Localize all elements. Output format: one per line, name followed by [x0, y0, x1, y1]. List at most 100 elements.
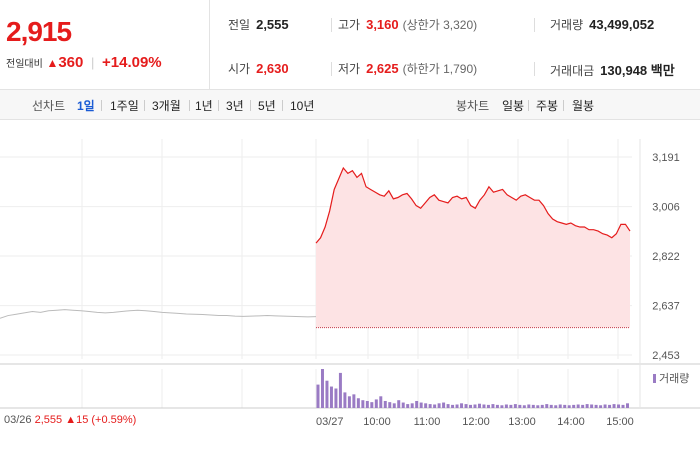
x-tick-label: 15:00: [606, 416, 634, 428]
price-chart: 3,191 3,006 2,822 2,637 2,453 거래량 03/27 10:00…: [0, 139, 700, 428]
volume-bar: [370, 402, 374, 408]
volume-bar: [347, 396, 351, 408]
x-tick-label: 14:00: [557, 416, 585, 428]
stat-volume: 거래량 43,499,052: [550, 17, 655, 32]
volume-bar: [338, 372, 342, 408]
x-tick-label: 13:00: [508, 416, 536, 428]
prev-day-change: ▲15: [65, 414, 89, 426]
x-tick-label: 12:00: [462, 416, 490, 428]
y-tick-label: 3,006: [652, 202, 680, 214]
volume-bar: [527, 404, 531, 408]
volume-bar: [513, 404, 517, 408]
volume-bar: [397, 400, 401, 408]
volume-bar: [608, 404, 612, 408]
stat-low: 저가 2,625 (하한가 1,790): [338, 61, 478, 76]
tab-1y[interactable]: 1년: [195, 99, 213, 113]
volume-bar: [379, 396, 383, 408]
volume-bar: [536, 405, 540, 408]
volume-bar: [531, 404, 535, 408]
price-box: 2,915 전일대비 ▲360 | +14.09%: [0, 0, 210, 90]
chart-tab-bar: 선차트 1일 1주일 3개월 1년 3년 5년 10년 봉차트 일봉 주봉 월봉: [0, 90, 700, 120]
volume-bar: [419, 402, 423, 408]
x-axis: 03/27 10:00 11:00 12:00 13:00 14:00 15:00: [316, 416, 634, 428]
y-tick-label: 3,191: [652, 152, 680, 164]
tab-weekly[interactable]: 주봉: [536, 99, 559, 113]
volume-bar: [401, 402, 405, 408]
volume-bar: [316, 384, 320, 408]
change-row: 전일대비 ▲360 | +14.09%: [6, 54, 162, 71]
volume-bar: [477, 403, 481, 408]
volume-bar: [437, 403, 441, 408]
volume-bar: [621, 404, 625, 408]
volume-bar: [482, 404, 486, 408]
volume-bar: [599, 405, 603, 408]
current-price: 2,915: [6, 16, 72, 47]
volume-legend-swatch: [653, 374, 656, 383]
volume-bar: [352, 394, 356, 408]
volume-bar: [455, 404, 459, 408]
tab-monthly[interactable]: 월봉: [572, 99, 595, 113]
stat-open: 시가 2,630: [228, 61, 289, 76]
volume-bar: [500, 405, 504, 408]
volume-bar: [442, 402, 446, 408]
volume-bar: [433, 404, 437, 408]
tab-1d[interactable]: 1일: [77, 99, 95, 113]
tab-daily[interactable]: 일봉: [502, 99, 525, 113]
volume-panel: 거래량: [316, 369, 689, 408]
tab-3y[interactable]: 3년: [226, 99, 244, 113]
prev-day-close: 2,555: [34, 414, 63, 426]
volume-bar: [343, 392, 347, 408]
change-label: 전일대비: [6, 59, 43, 70]
volume-bar: [540, 404, 544, 408]
prev-day-change-pct: (+0.59%): [91, 414, 137, 426]
line-chart-label: 선차트: [32, 99, 66, 113]
volume-bar: [612, 404, 616, 408]
change-percent: +14.09%: [102, 54, 162, 71]
candle-chart-label: 봉차트: [456, 99, 490, 113]
volume-bar: [554, 405, 558, 408]
volume-bar: [603, 404, 607, 408]
volume-bar: [460, 403, 464, 408]
volume-bar: [365, 400, 369, 408]
stat-high: 고가 3,160 (상한가 3,320): [338, 17, 478, 32]
quote-summary: 2,915 전일대비 ▲360 | +14.09% 전일 2,555 고가 3,16…: [0, 0, 700, 90]
volume-bar: [415, 400, 419, 408]
volume-bar: [491, 404, 495, 408]
volume-bar: [410, 403, 414, 408]
tab-10y[interactable]: 10년: [290, 99, 315, 113]
volume-bar: [334, 388, 338, 408]
volume-bar: [320, 369, 324, 408]
volume-bar: [356, 398, 360, 408]
volume-bar: [585, 404, 589, 408]
volume-bar: [495, 404, 499, 408]
volume-bar: [576, 404, 580, 408]
x-tick-label: 10:00: [363, 416, 391, 428]
y-tick-label: 2,637: [652, 301, 680, 313]
tab-3m[interactable]: 3개월: [152, 99, 181, 113]
tab-5y[interactable]: 5년: [258, 99, 276, 113]
volume-bar: [545, 404, 549, 408]
today-series: [315, 166, 631, 329]
y-tick-label: 2,822: [652, 251, 680, 263]
volume-bar: [504, 404, 508, 408]
volume-bar: [361, 400, 365, 408]
volume-bar: [325, 380, 329, 408]
volume-bar: [464, 404, 468, 408]
volume-bar: [581, 404, 585, 408]
tab-1w[interactable]: 1주일: [110, 99, 139, 113]
volume-bar: [383, 400, 387, 408]
prev-day-summary: 03/26 2,555 ▲15 (+0.59%): [4, 414, 136, 426]
volume-bar: [428, 404, 432, 408]
volume-bar: [626, 403, 629, 408]
change-value: 360: [58, 54, 84, 71]
volume-bar: [567, 405, 571, 408]
volume-bar: [617, 404, 621, 408]
volume-bar: [522, 405, 526, 408]
volume-bar: [446, 404, 450, 408]
volume-legend-label: 거래량: [659, 372, 689, 385]
stat-prev-close: 전일 2,555: [228, 17, 289, 32]
y-axis: 3,191 3,006 2,822 2,637 2,453: [652, 152, 680, 362]
volume-bar: [563, 404, 567, 408]
x-tick-label: 11:00: [414, 416, 441, 428]
up-triangle-icon: ▲: [46, 56, 59, 70]
